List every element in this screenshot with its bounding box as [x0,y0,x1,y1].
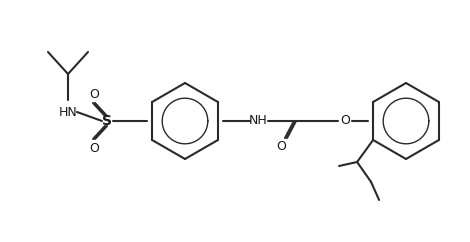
Text: S: S [102,114,112,128]
Text: O: O [276,141,286,153]
Text: O: O [89,88,99,100]
Text: HN: HN [59,106,78,119]
Text: O: O [340,114,350,128]
Text: O: O [89,142,99,154]
Text: NH: NH [249,114,267,128]
